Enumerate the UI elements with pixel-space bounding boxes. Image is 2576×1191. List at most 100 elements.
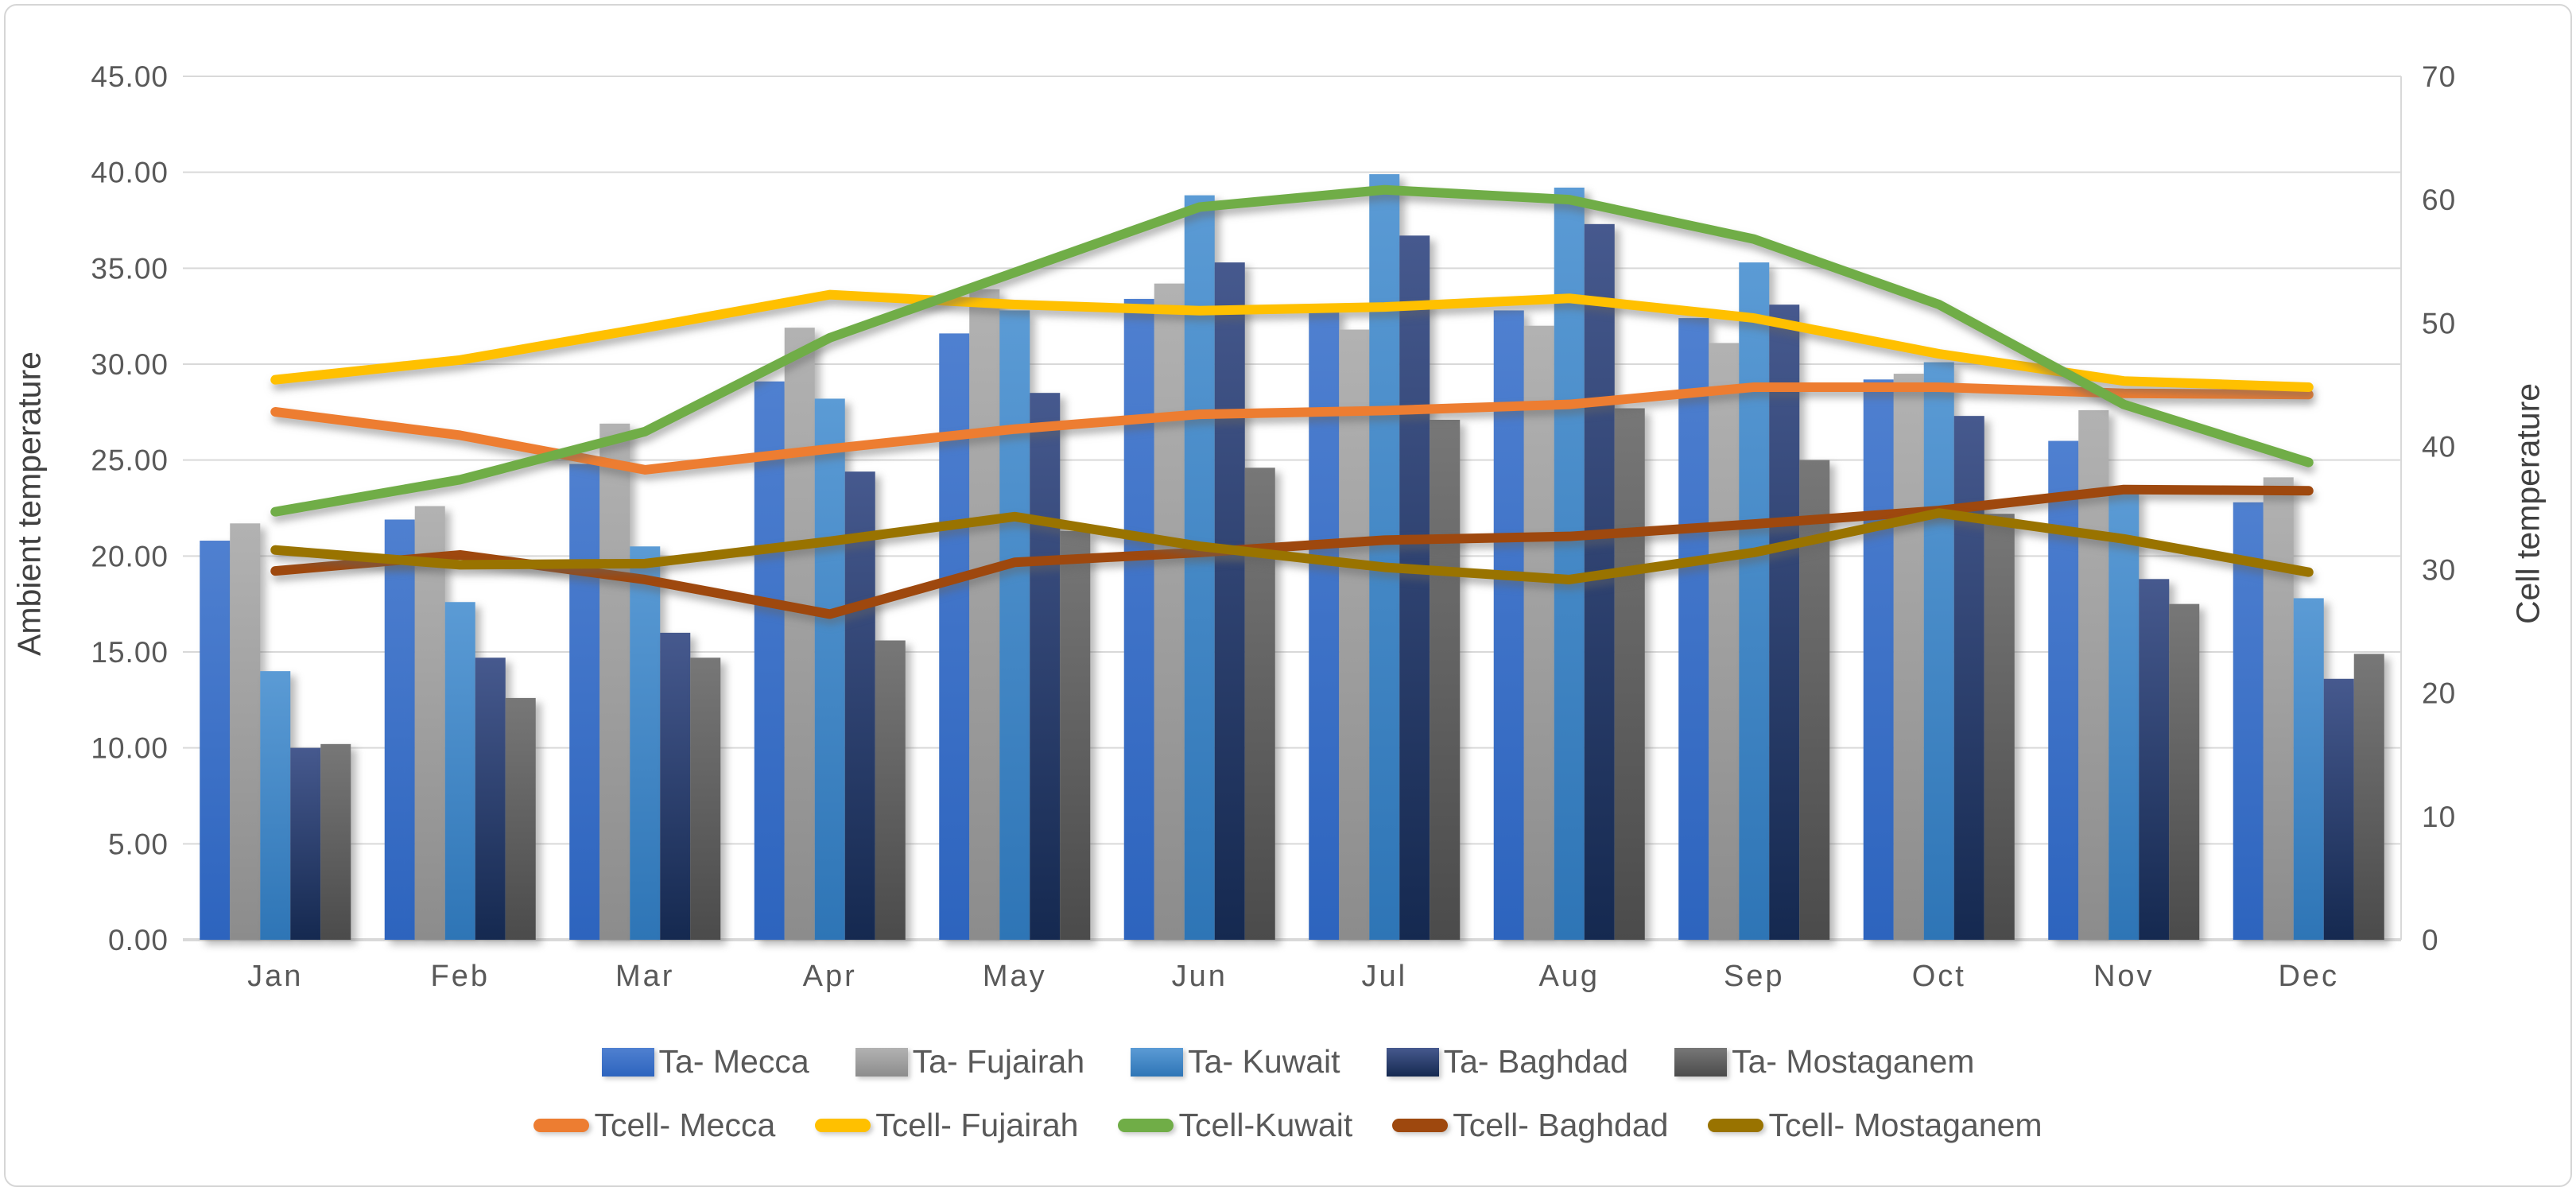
bar-ta-fujairah-oct: [1893, 374, 1924, 941]
left-axis-tick: 0.00: [108, 924, 169, 956]
bar-ta-kuwait-jul: [1369, 174, 1400, 940]
x-axis-label: Oct: [1912, 960, 1966, 993]
bar-ta-mecca-aug: [1493, 310, 1524, 941]
x-axis-label: Jul: [1361, 960, 1407, 993]
legend-label: Tcell- Baghdad: [1453, 1107, 1669, 1143]
bar-ta-kuwait-jan: [260, 671, 291, 940]
legend-bar-swatch: [1386, 1047, 1439, 1077]
bar-ta-fujairah-aug: [1523, 325, 1554, 940]
legend-bar-swatch: [601, 1047, 654, 1077]
bar-ta-mecca-nov: [2048, 440, 2079, 940]
left-axis-tick: 15.00: [91, 636, 169, 669]
legend-item-ta-baghdad: Ta- Baghdad: [1386, 1043, 1629, 1080]
bar-ta-mostaganem-may: [1060, 530, 1091, 940]
right-axis-tick: 40: [2422, 430, 2456, 463]
legend-line-swatch: [533, 1119, 590, 1132]
bar-ta-mostaganem-apr: [875, 640, 906, 940]
bar-ta-baghdad-feb: [475, 658, 506, 940]
legend-item-tcell-kuwait: Tcell-Kuwait: [1118, 1107, 1352, 1144]
bar-ta-mecca-may: [939, 333, 970, 940]
bar-ta-kuwait-nov: [2109, 491, 2140, 940]
bar-ta-baghdad-apr: [844, 471, 875, 940]
legend-row-bars: Ta- Mecca Ta- Fujairah Ta- Kuwait Ta- Baghd…: [0, 1043, 2576, 1080]
legend-bar-swatch: [1131, 1047, 1184, 1077]
bar-ta-baghdad-dec: [2323, 678, 2354, 940]
line-tcell-mostaganem: [270, 508, 2314, 584]
legend-label: Ta- Mostaganem: [1732, 1043, 1975, 1080]
combo-chart-plot: 0.00 5.00 10.00 15.00 20.00 25.00 30.00 35.00 40…: [91, 60, 2456, 993]
bar-ta-baghdad-jan: [290, 747, 321, 940]
bar-ta-baghdad-nov: [2139, 579, 2170, 940]
legend-label: Ta- Baghdad: [1443, 1043, 1629, 1080]
bar-ta-kuwait-aug: [1554, 187, 1585, 940]
left-axis-tick: 30.00: [91, 348, 169, 381]
legend-label: Ta- Kuwait: [1188, 1043, 1340, 1080]
legend-line-swatch: [1708, 1119, 1764, 1132]
bar-ta-mostaganem-jan: [320, 743, 351, 940]
x-axis-label: Aug: [1538, 960, 1600, 993]
bar-ta-mecca-apr: [754, 381, 785, 941]
bar-ta-kuwait-jun: [1184, 195, 1215, 941]
legend-label: Tcell- Mostaganem: [1768, 1107, 2043, 1143]
x-axis-label: Feb: [431, 960, 490, 993]
left-axis-tick: 10.00: [91, 732, 169, 765]
left-axis-tick: 25.00: [91, 444, 169, 477]
bar-ta-mostaganem-mar: [690, 658, 721, 940]
x-axis-label: Dec: [2278, 960, 2339, 993]
bar-ta-kuwait-may: [999, 310, 1030, 941]
left-axis-tick: 5.00: [108, 828, 169, 860]
bar-ta-baghdad-mar: [660, 632, 691, 940]
left-axis-tick: 40.00: [91, 157, 169, 189]
x-axis-label: Sep: [1724, 960, 1785, 993]
bar-ta-mostaganem-sep: [1799, 460, 1830, 940]
bar-ta-kuwait-apr: [814, 398, 845, 940]
bar-ta-mecca-feb: [384, 519, 415, 940]
legend-bar-swatch: [1674, 1047, 1728, 1077]
legend-label: Tcell- Mecca: [594, 1107, 776, 1143]
line-tcell-mecca: [270, 382, 2314, 475]
bar-ta-fujairah-sep: [1709, 343, 1740, 940]
bar-ta-kuwait-dec: [2293, 598, 2324, 940]
left-axis-tick: 45.00: [91, 60, 169, 93]
x-axis-label: Nov: [2093, 960, 2155, 993]
bar-ta-fujairah-jun: [1154, 283, 1185, 940]
legend-row-lines: Tcell- Mecca Tcell- Fujairah Tcell-Kuwait T…: [0, 1107, 2576, 1144]
bar-ta-mostaganem-jun: [1244, 467, 1275, 940]
bar-ta-mostaganem-jul: [1430, 419, 1461, 940]
bar-ta-fujairah-mar: [599, 423, 630, 940]
bar-ta-kuwait-sep: [1739, 262, 1770, 940]
legend-line-swatch: [1392, 1119, 1449, 1132]
x-axis-label: Mar: [615, 960, 674, 993]
bar-ta-kuwait-oct: [1923, 362, 1954, 940]
bar-ta-mostaganem-nov: [2169, 603, 2200, 940]
legend-label: Tcell-Kuwait: [1178, 1107, 1353, 1143]
legend-item-tcell-mecca: Tcell- Mecca: [533, 1107, 775, 1144]
legend-line-swatch: [1118, 1119, 1174, 1132]
legend-item-ta-fujairah: Ta- Fujairah: [855, 1043, 1084, 1080]
right-axis-tick: 20: [2422, 677, 2456, 710]
right-axis-tick: 50: [2422, 307, 2456, 339]
bar-ta-mostaganem-aug: [1614, 408, 1645, 940]
bar-ta-baghdad-may: [1030, 393, 1061, 940]
line-tcell-baghdad: [270, 484, 2314, 619]
right-axis-tick: 30: [2422, 554, 2456, 587]
legend-label: Tcell- Fujairah: [875, 1107, 1079, 1143]
left-axis-title: Ambient temperature: [10, 351, 48, 656]
line-tcell-fujairah: [270, 289, 2314, 392]
bar-ta-baghdad-oct: [1953, 416, 1984, 940]
bar-ta-baghdad-jun: [1214, 262, 1245, 940]
bar-ta-fujairah-feb: [414, 506, 445, 940]
legend-label: Ta- Fujairah: [912, 1043, 1085, 1080]
bar-ta-mecca-sep: [1678, 318, 1709, 941]
line-tcell-kuwait: [270, 184, 2314, 517]
bar-ta-mecca-mar: [569, 464, 600, 940]
right-axis-tick: 0: [2422, 924, 2439, 956]
bar-ta-fujairah-jul: [1339, 329, 1370, 940]
legend-label: Ta- Mecca: [658, 1043, 809, 1080]
x-axis-label: Apr: [803, 960, 857, 993]
bar-ta-fujairah-jan: [230, 523, 261, 940]
bar-ta-mecca-jul: [1309, 310, 1340, 941]
x-axis-label: May: [983, 960, 1047, 993]
left-axis-tick: 20.00: [91, 540, 169, 572]
